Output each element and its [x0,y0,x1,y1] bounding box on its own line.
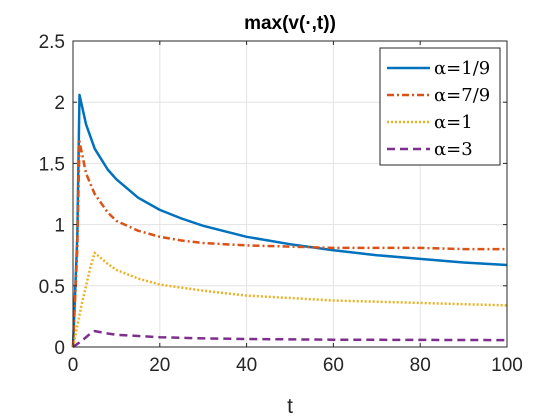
x-tick-label: 60 [323,355,344,376]
series-layer [71,93,508,349]
axes [72,40,508,348]
x-axis-label: t [287,395,293,418]
legend-label-2: α=7/9 [434,85,490,106]
x-tick-label: 40 [236,355,257,376]
y-tick-label: 2 [54,93,65,114]
chart-title: max(v(·,t)) [244,13,336,34]
y-tick-label: 1.5 [39,154,65,175]
axes-box [72,40,508,348]
legend-label-1: α=1/9 [434,58,490,79]
x-tick-label: 100 [491,355,523,376]
legend: α=1/9 α=7/9 α=1 α=3 [379,47,501,166]
y-tick-label: 0 [54,338,65,359]
y-tick-labels: 0 0.5 1 1.5 2 2.5 [39,32,65,359]
y-tick-label: 2.5 [39,32,65,53]
y-tick-label: 0.5 [39,277,65,298]
series-line-2 [71,140,507,348]
x-tick-label: 20 [149,355,170,376]
series-line-1 [71,93,508,348]
y-tick-label: 1 [54,216,65,237]
series-line-4 [72,329,508,349]
x-tick-label: 0 [68,355,79,376]
x-tick-label: 80 [410,355,431,376]
ticks [72,40,508,348]
legend-label-4: α=3 [434,139,473,160]
x-tick-labels: 0 20 40 60 80 100 [68,355,523,376]
legend-label-3: α=1 [434,112,473,133]
